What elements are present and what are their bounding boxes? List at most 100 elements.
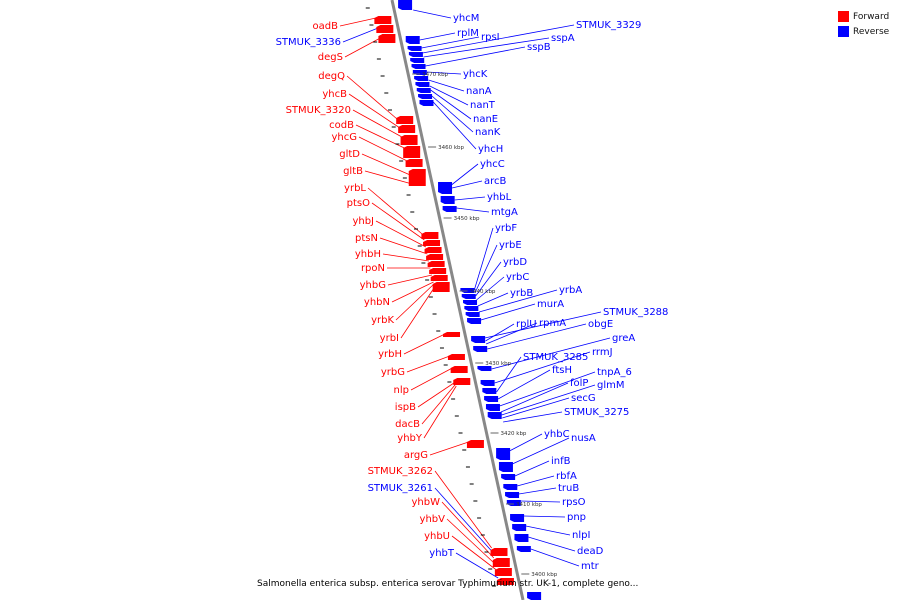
reverse-gene — [510, 514, 525, 522]
reverse-gene-label: yrbA — [559, 285, 582, 296]
reverse-gene-label: rplU — [516, 319, 537, 330]
reverse-gene — [527, 592, 542, 600]
forward-leader — [355, 124, 405, 149]
reverse-gene-label: sspA — [551, 33, 575, 44]
forward-gene-label: degQ — [318, 71, 345, 82]
forward-gene-label: yhbV — [420, 514, 446, 525]
legend-forward: Forward — [838, 9, 889, 24]
reverse-leader — [501, 384, 596, 416]
reverse-leader — [429, 85, 469, 106]
reverse-gene-label: murA — [537, 299, 564, 310]
forward-leader — [410, 367, 453, 391]
reverse-gene-label: ftsH — [552, 365, 572, 376]
gene-blocks — [374, 0, 542, 600]
reverse-leader — [413, 9, 452, 19]
reverse-gene-label: pnp — [567, 512, 586, 523]
forward-leader — [423, 385, 457, 439]
reverse-gene — [465, 312, 480, 317]
reverse-gene — [405, 36, 420, 44]
forward-leader — [375, 220, 427, 248]
reverse-leader — [428, 79, 465, 92]
reverse-gene — [398, 0, 413, 10]
forward-gene — [423, 240, 441, 246]
forward-gene — [447, 354, 465, 360]
forward-gene-label: STMUK_3336 — [276, 37, 341, 48]
scale-label: 3470 kbp — [422, 72, 448, 78]
reverse-gene-label: nanE — [473, 114, 498, 125]
forward-gene-label: yhbU — [424, 531, 450, 542]
reverse-gene-label: folP — [570, 378, 588, 389]
forward-gene-label: rpoN — [361, 263, 385, 274]
forward-leader — [364, 170, 413, 185]
forward-gene-label: STMUK_3261 — [368, 483, 433, 494]
reverse-leader — [502, 397, 570, 419]
forward-leader — [446, 518, 496, 565]
reverse-leader — [516, 475, 555, 487]
reverse-gene — [418, 94, 433, 99]
reverse-gene — [416, 88, 431, 93]
forward-leader — [339, 17, 377, 27]
reverse-gene — [407, 46, 422, 51]
reverse-gene-label: yhcH — [478, 144, 503, 155]
reverse-gene — [411, 64, 426, 69]
forward-gene — [398, 125, 416, 133]
forward-gene-label: ptsO — [347, 198, 370, 209]
reverse-gene-label: yrbC — [506, 272, 529, 283]
forward-gene-label: yhbG — [360, 280, 386, 291]
reverse-gene — [480, 380, 495, 386]
reverse-leader — [520, 500, 561, 503]
forward-gene — [403, 146, 421, 158]
reverse-gene — [496, 448, 511, 460]
reverse-leader — [477, 292, 509, 307]
reverse-gene-label: rpsI — [481, 32, 500, 43]
reverse-gene-label: obgE — [588, 319, 613, 330]
forward-leader — [406, 355, 450, 373]
forward-gene — [396, 116, 414, 124]
reverse-leader — [473, 227, 494, 291]
scale-label: 3450 kbp — [454, 216, 480, 222]
reverse-gene — [464, 306, 479, 311]
reverse-gene-label: STMUK_3285 — [523, 352, 588, 363]
forward-leader — [403, 333, 446, 355]
forward-leader — [348, 93, 401, 129]
reverse-leader — [518, 487, 557, 495]
forward-gene-label: gltB — [343, 166, 363, 177]
reverse-leader — [500, 382, 569, 413]
legend-reverse-label: Reverse — [853, 26, 890, 37]
reverse-leader — [451, 163, 479, 186]
scale-label: 3410 kbp — [516, 502, 542, 508]
forward-leader — [361, 153, 411, 176]
forward-leader — [455, 552, 499, 579]
leader-lines — [339, 9, 611, 579]
reverse-leader — [425, 46, 526, 67]
reverse-gene-label: rpsO — [562, 497, 586, 508]
forward-leader — [371, 202, 425, 241]
reverse-gene-label: yhcM — [453, 13, 479, 24]
forward-leader — [387, 274, 433, 286]
reverse-gene-label: nusA — [571, 433, 596, 444]
reverse-gene — [410, 58, 425, 63]
forward-gene-label: yhbT — [429, 548, 455, 559]
reverse-gene — [438, 182, 453, 194]
reverse-gene-label: yhbC — [544, 429, 570, 440]
reverse-gene — [419, 100, 434, 106]
reverse-leader — [487, 323, 587, 350]
reverse-gene-label: yrbD — [503, 257, 527, 268]
reverse-gene-label: yrbE — [499, 240, 522, 251]
reverse-gene — [487, 412, 502, 419]
reverse-gene-label: rpmA — [539, 318, 566, 329]
reverse-leader — [430, 89, 472, 120]
reverse-gene-label: truB — [558, 483, 579, 494]
forward-leader — [441, 501, 495, 559]
reverse-gene-label: glmM — [597, 380, 625, 391]
reverse-swatch — [838, 26, 849, 37]
reverse-gene — [498, 462, 513, 472]
legend: Forward Reverse — [838, 9, 889, 39]
forward-leader — [451, 535, 497, 571]
reverse-leader — [431, 95, 474, 133]
genome-backbone — [390, 0, 525, 600]
forward-gene — [466, 440, 484, 448]
legend-reverse: Reverse — [838, 24, 889, 39]
reverse-leader — [499, 371, 596, 407]
reverse-leader — [497, 369, 551, 400]
